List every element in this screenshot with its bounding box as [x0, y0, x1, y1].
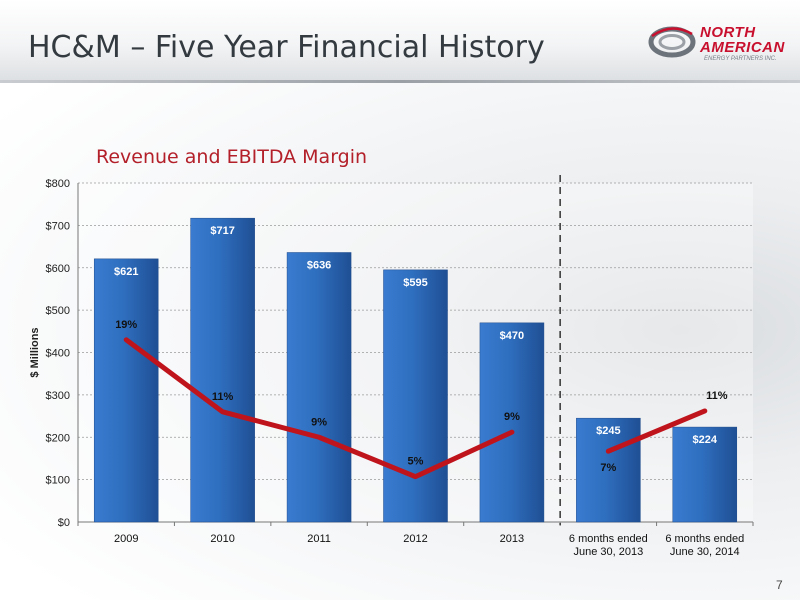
bar-value-label: $636	[307, 259, 331, 271]
bar	[286, 252, 352, 523]
bar	[93, 258, 159, 523]
logo-text-american: AMERICAN	[700, 39, 785, 56]
bar-value-label: $470	[500, 330, 524, 342]
company-logo: NORTH AMERICAN ENERGY PARTNERS INC.	[648, 22, 788, 66]
y-tick-label: $300	[46, 390, 70, 402]
header-bar	[0, 0, 800, 82]
page-title: HC&M – Five Year Financial History	[28, 30, 545, 65]
page-number: 7	[776, 578, 783, 592]
margin-point-label: 19%	[115, 319, 137, 331]
chart-subtitle: Revenue and EBITDA Margin	[96, 146, 368, 168]
logo-swirl-icon	[648, 26, 696, 58]
y-tick-label: $800	[46, 178, 70, 190]
x-category-label: 2013	[500, 533, 524, 545]
bar	[672, 426, 738, 523]
x-category-label: 2011	[307, 533, 331, 545]
bar-value-label: $224	[693, 434, 718, 446]
logo-text-north: NORTH	[700, 24, 756, 41]
bar	[190, 217, 255, 523]
y-tick-label: $100	[46, 475, 70, 487]
x-category-label: June 30, 2014	[670, 546, 740, 558]
bar	[383, 269, 448, 523]
margin-point-label: 11%	[706, 390, 728, 402]
bar-value-label: $621	[114, 266, 138, 278]
bar	[479, 322, 545, 523]
bar-value-label: $717	[210, 225, 234, 237]
y-axis-title: $ Millions	[29, 327, 41, 377]
bar-value-label: $245	[596, 425, 620, 437]
y-tick-label: $0	[58, 517, 70, 529]
margin-point-label: 7%	[600, 462, 616, 474]
x-category-label: June 30, 2013	[573, 546, 643, 558]
bar-value-label: $595	[403, 277, 427, 289]
margin-point-label: 9%	[311, 416, 327, 428]
header-divider	[0, 80, 800, 83]
y-tick-label: $500	[46, 305, 70, 317]
x-category-label: 6 months ended	[569, 533, 648, 545]
x-category-label: 6 months ended	[665, 533, 744, 545]
x-category-label: 2010	[210, 533, 234, 545]
bar	[576, 417, 641, 523]
x-category-label: 2009	[114, 533, 138, 545]
y-tick-label: $400	[46, 348, 70, 360]
margin-point-label: 5%	[408, 456, 424, 468]
x-category-label: 2012	[403, 533, 427, 545]
y-tick-label: $700	[46, 220, 70, 232]
y-tick-label: $600	[46, 263, 70, 275]
ebitda-margin-line	[605, 408, 708, 454]
logo-tagline: ENERGY PARTNERS INC.	[704, 56, 777, 62]
ebitda-margin-line	[123, 337, 515, 480]
margin-point-label: 11%	[212, 391, 234, 403]
margin-point-label: 9%	[504, 411, 520, 423]
y-tick-label: $200	[46, 432, 70, 444]
